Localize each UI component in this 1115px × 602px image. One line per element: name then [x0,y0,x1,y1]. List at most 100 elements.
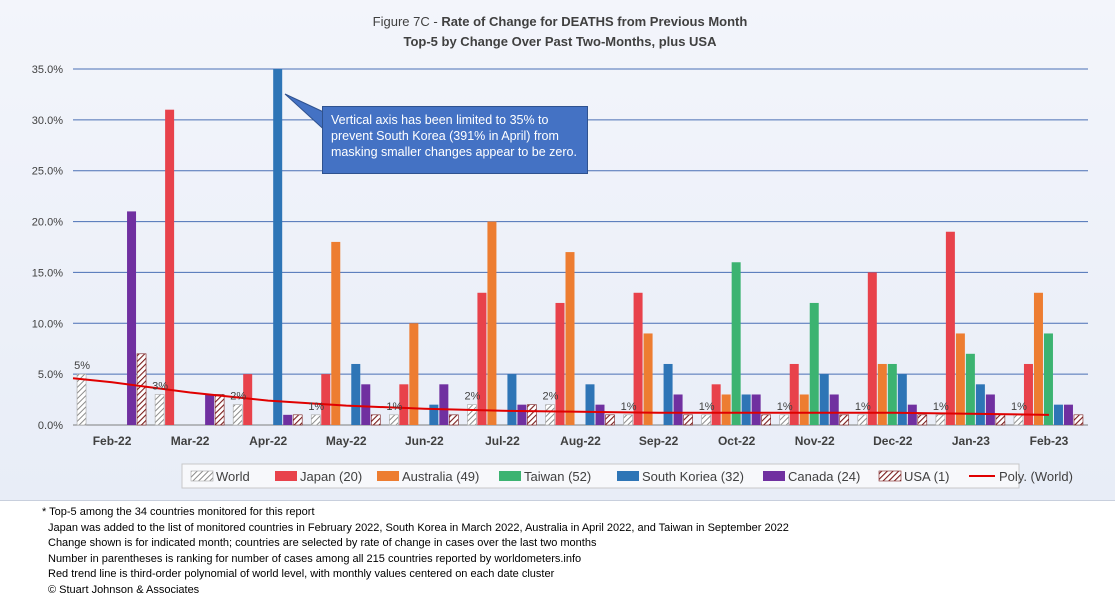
y-tick-label: 20.0% [32,217,63,229]
bar-canada [595,404,605,425]
x-tick-label: May-22 [326,434,367,448]
trend-line [72,377,1049,416]
bar-australia [799,394,809,425]
bar-canada [907,404,917,425]
annotation-callout: Vertical axis has been limited to 35% to… [322,106,588,174]
footnote-line: Red trend line is third-order polynomial… [48,568,555,580]
bar-japan [321,374,331,425]
y-tick-label: 15.0% [32,267,63,279]
legend-swatch [190,470,214,482]
bar-usa [839,414,850,426]
bar-australia [955,333,965,425]
y-tick-label: 25.0% [32,166,63,178]
bar-usa [370,414,381,426]
bar-canada [751,394,761,425]
bar-south [663,363,673,425]
bar-taiwan [887,363,897,425]
bar-south [741,394,751,425]
bar-usa [995,414,1006,426]
bar-australia [487,221,497,425]
x-tick-label: Jul-22 [485,434,520,448]
data-label: 1% [777,401,793,413]
legend-label: USA (1) [904,469,950,484]
bar-world [76,373,87,426]
legend-swatch [617,471,639,481]
bar-usa [214,394,225,426]
bar-usa [605,414,615,426]
bar-south [1053,404,1063,425]
bar-australia [1033,292,1043,425]
legend-swatch [878,470,902,482]
chart-subtitle: Top-5 by Change Over Past Two-Months, pl… [404,34,718,49]
legend-label: Poly. (World) [999,469,1073,484]
data-label: 2% [543,391,559,403]
bar-japan [243,374,253,425]
bar-usa [136,353,147,426]
bar-taiwan [1043,333,1053,425]
x-tick-label: Dec-22 [873,434,913,448]
legend-swatch [377,471,399,481]
bar-canada [829,394,839,425]
bar-usa [1073,414,1084,426]
bar-world [467,404,477,426]
bar-canada [673,394,683,425]
bar-australia [877,363,887,425]
bar-world [389,414,399,426]
legend-swatch [499,471,521,481]
x-axis: Feb-22 Mar-22 Apr-22 May-22 Jun-22 Jul-22 Aug-… [93,434,1069,448]
y-tick-label: 10.0% [32,318,63,330]
bar-south [819,374,829,425]
bar-canada [1063,404,1073,425]
data-label: 1% [855,401,871,413]
x-tick-label: Jun-22 [405,434,444,448]
bar-world [310,414,321,426]
bar-australia [565,252,575,425]
bar-world [701,414,711,426]
bar-usa [917,414,928,426]
bar-canada [985,394,995,425]
bar-japan [867,272,877,425]
data-label: 1% [1011,401,1027,413]
bar-world [779,414,790,426]
bar-canada [205,394,215,425]
legend-label: World [216,469,250,484]
bar-canada [361,384,371,425]
data-label: 5% [74,360,90,372]
bar-canada [517,404,527,425]
legend-label: Canada (24) [788,469,860,484]
bar-taiwan [731,262,741,425]
bars [76,69,1084,426]
x-tick-label: Nov-22 [795,434,835,448]
bar-japan [1023,363,1033,425]
bar-south [585,384,595,425]
data-label: 2% [464,391,480,403]
footnote-line: Change shown is for indicated month; cou… [48,537,597,549]
footnotes: * Top-5 among the 34 countries monitored… [42,505,789,598]
bar-south [975,384,985,425]
bar-usa [761,414,771,426]
y-tick-label: 35.0% [32,64,63,76]
x-tick-label: Feb-23 [1030,434,1069,448]
bar-australia [721,394,731,425]
legend-swatch [275,471,297,481]
legend-label: South Koriea (32) [642,469,744,484]
bar-south [351,363,361,425]
bar-south [273,69,283,425]
trend [72,377,1049,416]
legend-label: Japan (20) [300,469,362,484]
bar-world [857,414,868,426]
bar-south [507,374,517,425]
x-tick-label: Oct-22 [718,434,756,448]
x-tick-label: Jan-23 [952,434,990,448]
bar-world [154,394,165,426]
bar-usa [292,414,303,426]
bar-canada [439,384,449,425]
bar-japan [789,363,799,425]
bar-world [1013,414,1024,426]
data-label: 2% [230,391,246,403]
bar-japan [165,109,175,425]
bar-japan [945,231,955,425]
bar-canada [127,211,137,425]
y-tick-label: 30.0% [32,115,63,127]
y-tick-label: 0.0% [38,420,63,432]
